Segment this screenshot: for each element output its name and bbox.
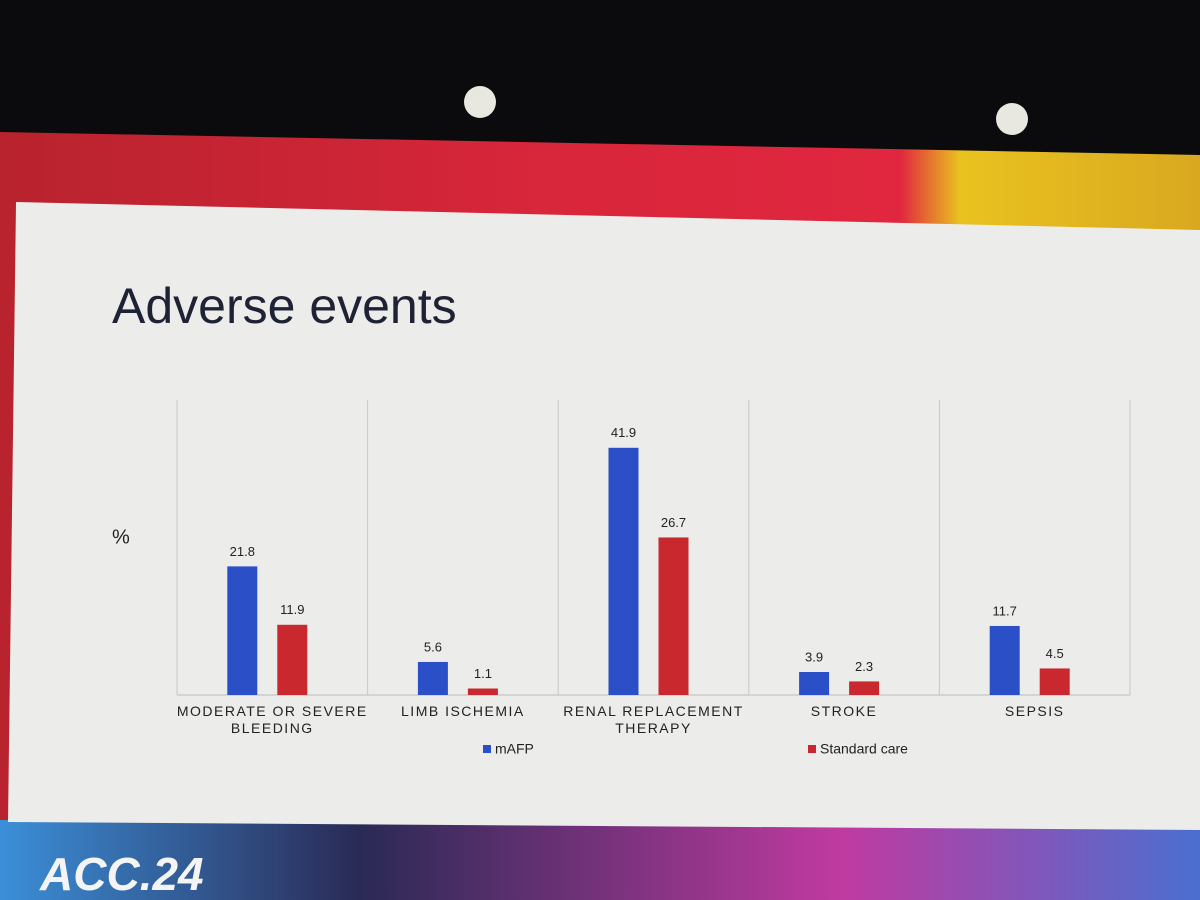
bar: [1039, 668, 1070, 695]
data-label: 2.3: [855, 659, 873, 674]
data-label: 11.7: [993, 603, 1017, 618]
brand: ACC.24: [39, 848, 204, 900]
data-label: 26.7: [661, 515, 686, 530]
light: [464, 86, 496, 118]
legend-swatch: [483, 745, 491, 753]
bar: [417, 661, 448, 695]
legend-label: mAFP: [495, 741, 534, 757]
y-axis-label: %: [112, 526, 130, 548]
legend-label: Standard care: [820, 741, 908, 757]
data-label: 11.9: [280, 602, 304, 617]
bar: [799, 671, 830, 695]
data-label: 21.8: [230, 544, 255, 559]
x-tick-label: LIMB ISCHEMIA: [401, 703, 525, 719]
bar: [849, 681, 880, 695]
x-tick-label: RENAL REPLACEMENT THERAPY: [563, 703, 744, 736]
bar: [658, 537, 689, 695]
legend-swatch: [808, 745, 816, 753]
data-label: 1.1: [474, 666, 492, 681]
footer-band: [0, 820, 1200, 900]
data-label: 41.9: [611, 425, 636, 440]
x-tick-label: MODERATE OR SEVERE BLEEDING: [176, 703, 368, 736]
bar: [277, 624, 308, 695]
data-label: 5.6: [424, 639, 442, 654]
x-tick-label: SEPSIS: [1004, 703, 1065, 719]
bar: [227, 566, 258, 695]
chart-title: Adverse events: [112, 278, 457, 334]
data-label: 4.5: [1046, 646, 1064, 661]
light: [996, 103, 1028, 135]
data-label: 3.9: [805, 649, 823, 664]
bar: [467, 688, 498, 695]
bar: [608, 447, 639, 695]
bar: [989, 625, 1020, 695]
x-tick-label: STROKE: [810, 703, 878, 719]
